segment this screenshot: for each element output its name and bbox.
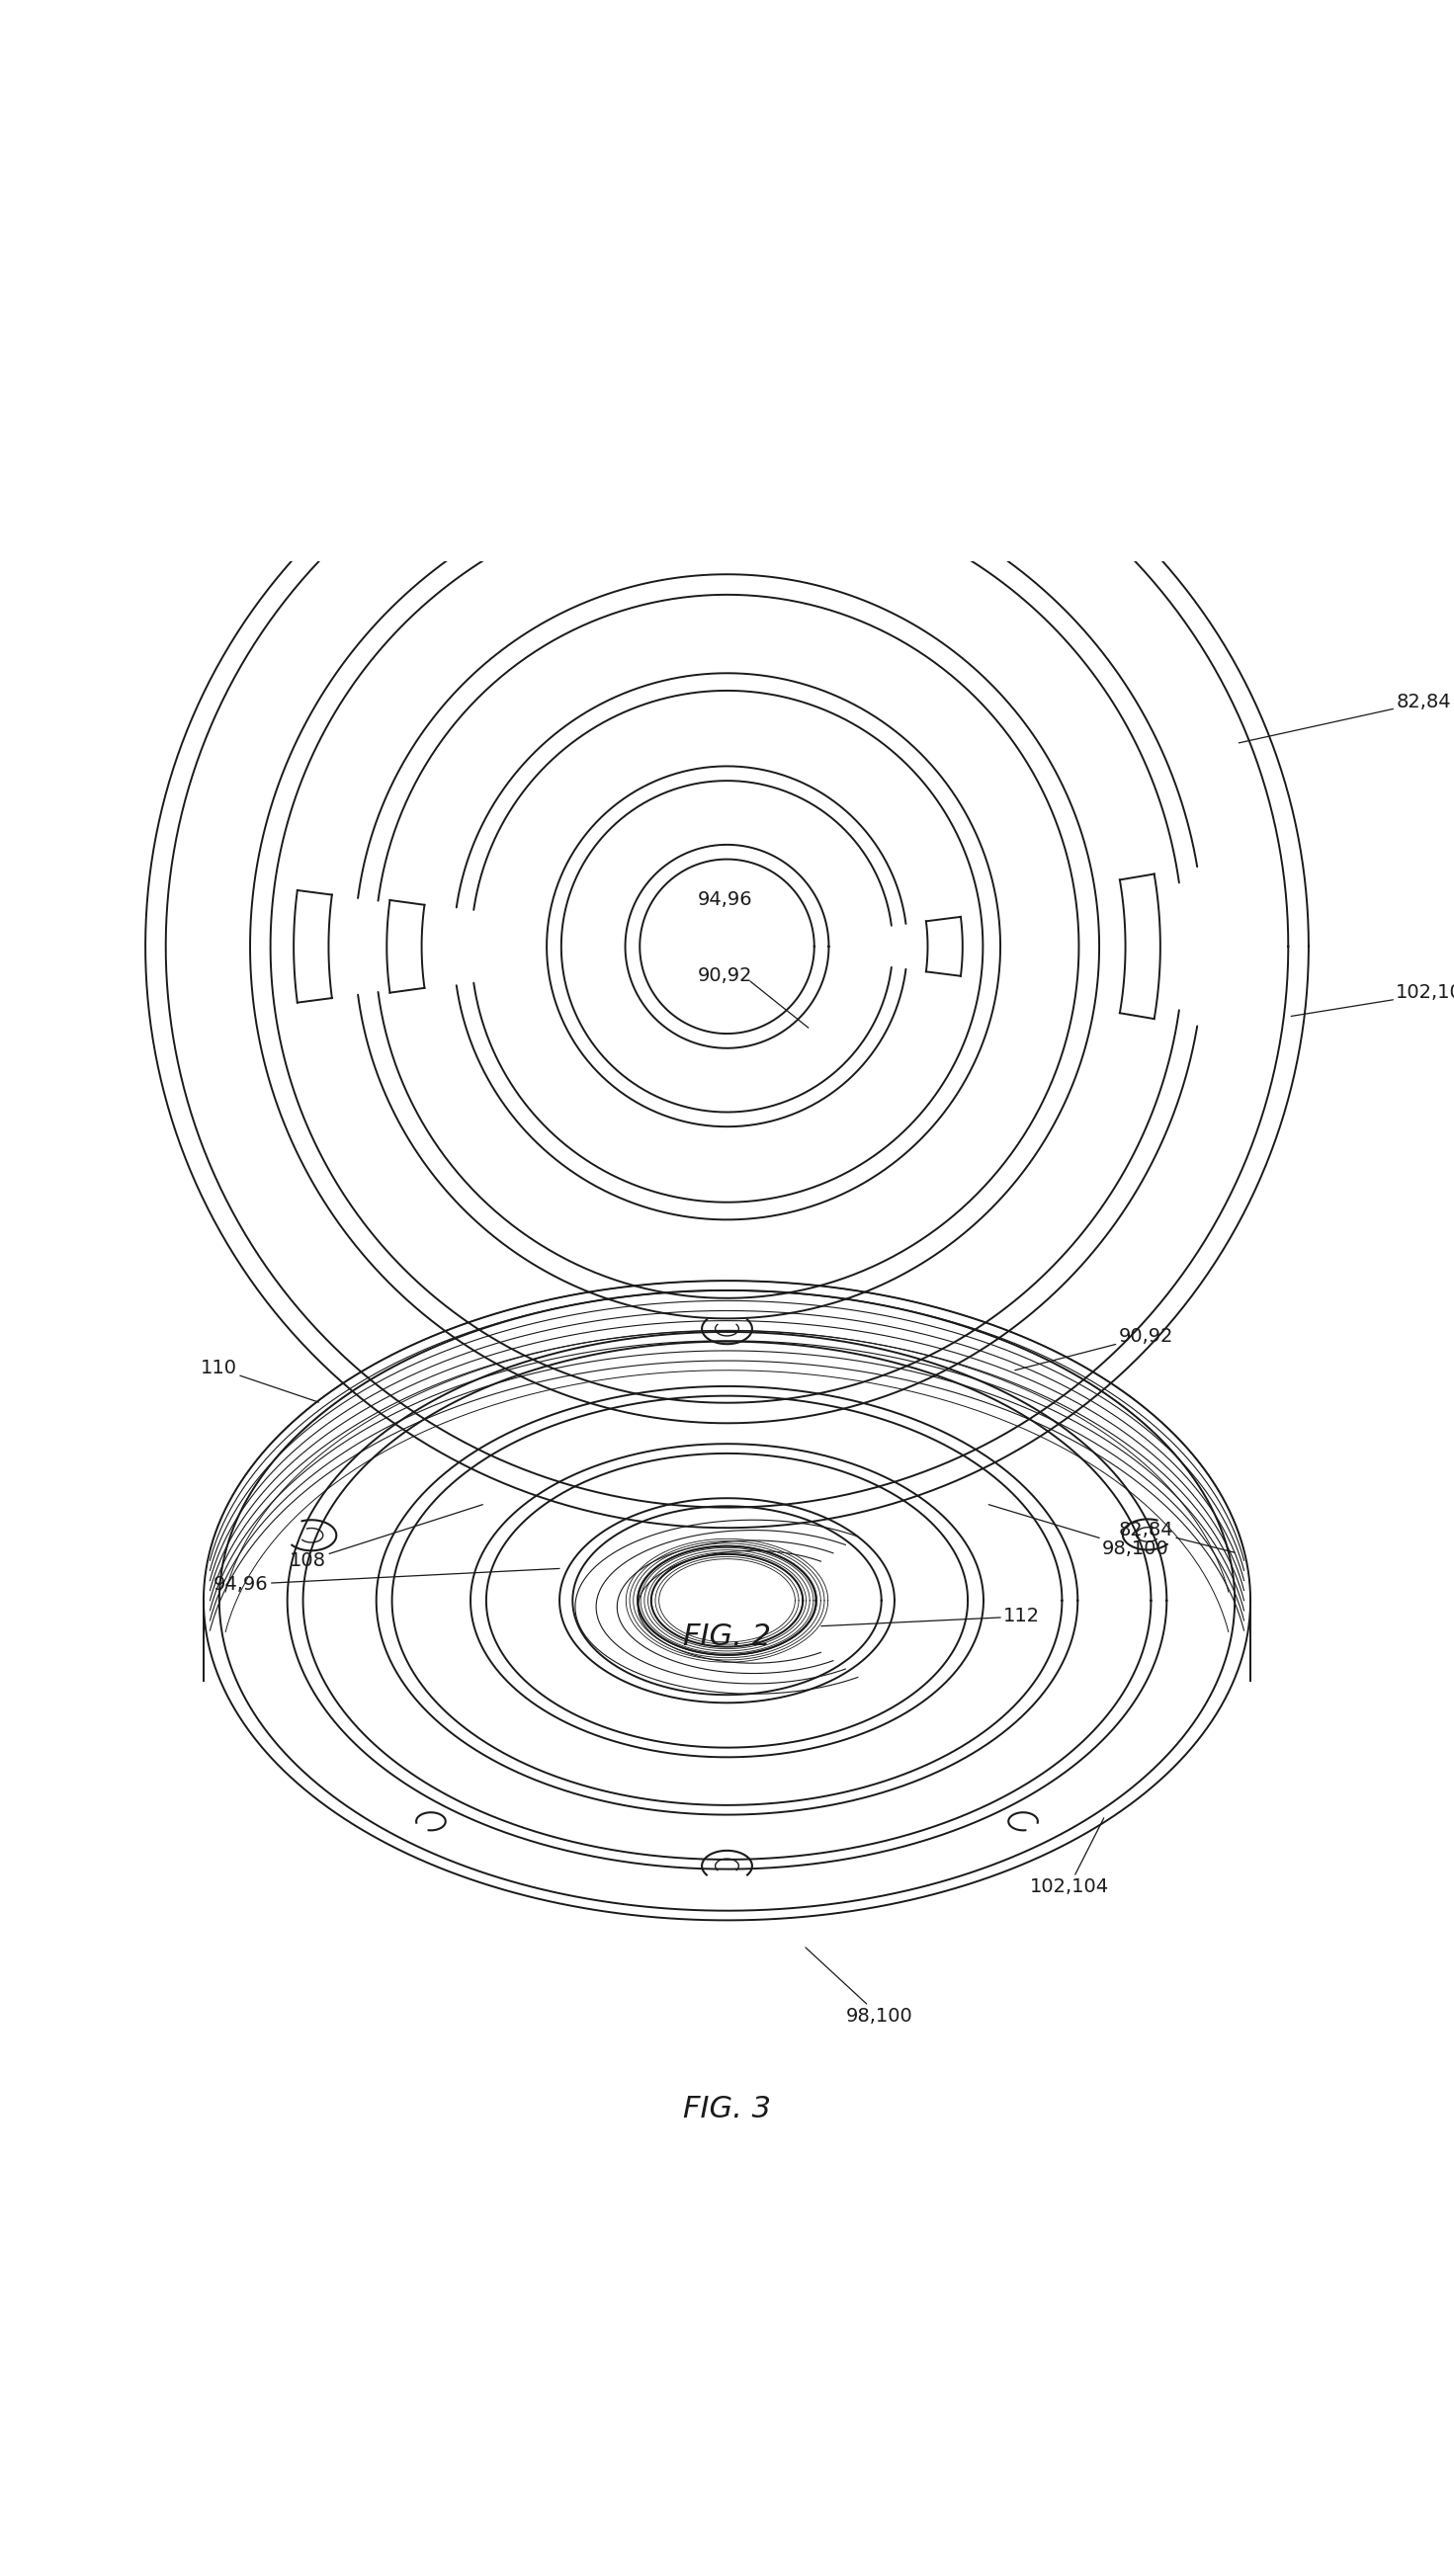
Text: FIG. 2: FIG. 2: [683, 1623, 771, 1651]
Text: 102,104: 102,104: [1291, 984, 1454, 1015]
Text: 110: 110: [201, 1360, 318, 1401]
Text: 102,104: 102,104: [1029, 1819, 1108, 1896]
Text: 90,92: 90,92: [698, 966, 753, 984]
Text: 94,96: 94,96: [214, 1569, 560, 1595]
Text: 90,92: 90,92: [1015, 1327, 1173, 1370]
Text: 82,84: 82,84: [1118, 1520, 1234, 1553]
Text: 82,84: 82,84: [1239, 693, 1451, 742]
Text: 112: 112: [822, 1607, 1040, 1625]
Text: 98,100: 98,100: [806, 1947, 913, 2025]
Text: 108: 108: [289, 1504, 483, 1569]
Text: 94,96: 94,96: [698, 891, 753, 909]
Text: FIG. 3: FIG. 3: [683, 2094, 771, 2123]
Text: 98,100: 98,100: [989, 1504, 1169, 1558]
